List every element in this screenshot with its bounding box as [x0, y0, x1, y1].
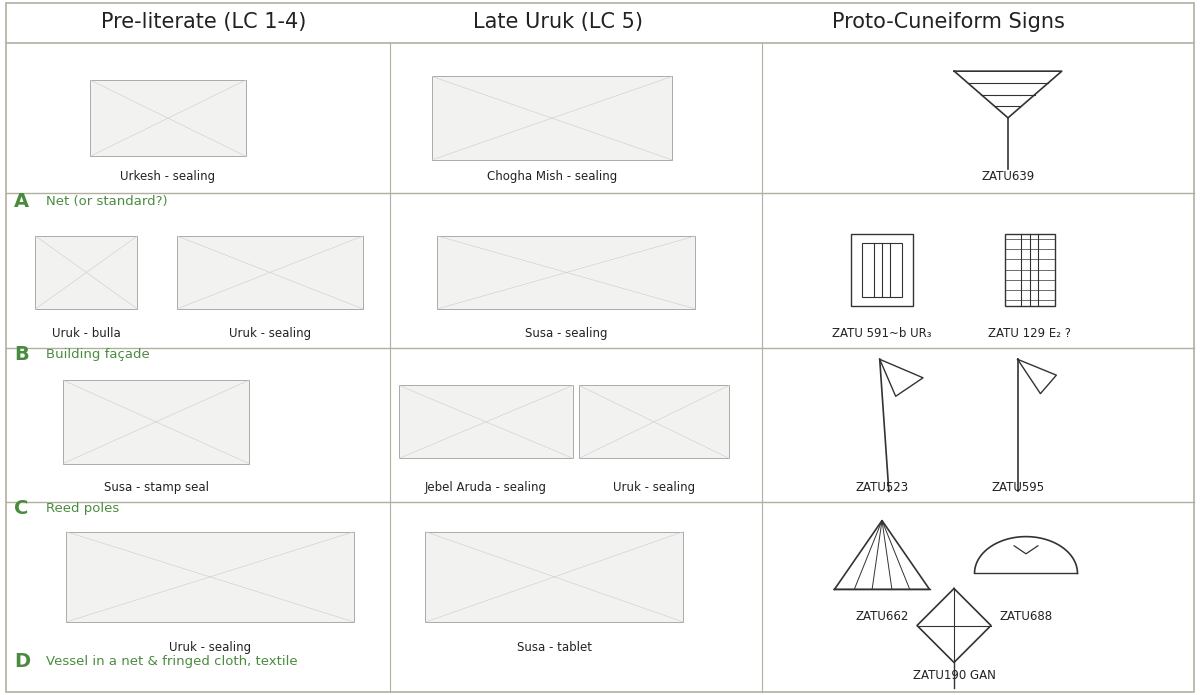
Bar: [178, 236, 364, 309]
Text: Late Uruk (LC 5): Late Uruk (LC 5): [473, 13, 643, 32]
Text: Building façade: Building façade: [46, 348, 149, 361]
Text: Chogha Mish - sealing: Chogha Mish - sealing: [487, 170, 617, 183]
Text: ZATU190 GAN: ZATU190 GAN: [912, 669, 996, 682]
Text: Susa - tablet: Susa - tablet: [517, 641, 592, 654]
Text: Uruk - sealing: Uruk - sealing: [169, 641, 251, 654]
Text: Susa - stamp seal: Susa - stamp seal: [103, 481, 209, 494]
Text: Proto-Cuneiform Signs: Proto-Cuneiform Signs: [832, 13, 1064, 32]
Bar: [432, 76, 672, 160]
Text: ZATU523: ZATU523: [856, 481, 908, 494]
Text: Urkesh - sealing: Urkesh - sealing: [120, 170, 216, 183]
Text: Uruk - sealing: Uruk - sealing: [229, 327, 311, 340]
Text: D: D: [14, 652, 30, 671]
Text: A: A: [14, 192, 30, 211]
Bar: [398, 385, 574, 459]
Bar: [1004, 234, 1055, 306]
Text: ZATU 591~b UR₃: ZATU 591~b UR₃: [833, 327, 931, 340]
Text: ZATU 129 E₂ ?: ZATU 129 E₂ ?: [988, 327, 1072, 340]
Text: Uruk - sealing: Uruk - sealing: [613, 481, 695, 494]
Text: C: C: [14, 499, 29, 518]
Text: ZATU662: ZATU662: [856, 610, 908, 623]
Text: Jebel Aruda - sealing: Jebel Aruda - sealing: [425, 481, 547, 494]
Text: ZATU595: ZATU595: [991, 481, 1044, 494]
Text: Susa - sealing: Susa - sealing: [526, 327, 607, 340]
Text: Uruk - bulla: Uruk - bulla: [52, 327, 121, 340]
Bar: [580, 385, 730, 459]
Text: B: B: [14, 345, 29, 364]
Bar: [862, 243, 902, 297]
Bar: [35, 236, 137, 309]
Bar: [437, 236, 696, 309]
Bar: [851, 234, 913, 306]
Bar: [66, 532, 354, 622]
Text: Pre-literate (LC 1-4): Pre-literate (LC 1-4): [101, 13, 307, 32]
Bar: [426, 532, 684, 622]
Bar: [64, 380, 250, 464]
Text: ZATU688: ZATU688: [1000, 610, 1052, 623]
Text: Vessel in a net & fringed cloth, textile: Vessel in a net & fringed cloth, textile: [46, 655, 298, 668]
Text: Reed poles: Reed poles: [46, 502, 119, 515]
Text: ZATU639: ZATU639: [982, 170, 1034, 183]
Text: Net (or standard?): Net (or standard?): [46, 195, 167, 208]
Bar: [90, 80, 246, 156]
